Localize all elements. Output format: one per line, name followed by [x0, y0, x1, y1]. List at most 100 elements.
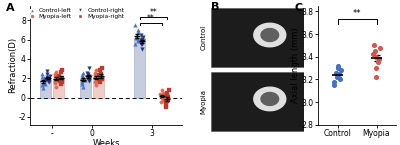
Point — [58, 81, 65, 83]
Point — [97, 81, 104, 83]
Point — [96, 68, 103, 71]
Point — [99, 67, 106, 69]
Point — [53, 76, 60, 78]
Point — [42, 83, 48, 85]
Point — [92, 77, 98, 79]
Point — [79, 77, 86, 79]
Point — [96, 74, 103, 77]
Bar — [40, 80, 51, 98]
Point — [44, 78, 50, 80]
Bar — [160, 97, 170, 98]
Point — [86, 67, 92, 69]
Point — [97, 79, 103, 81]
Point — [370, 53, 376, 56]
Point — [134, 29, 141, 31]
Point — [135, 39, 141, 42]
Point — [164, 94, 170, 96]
Point — [44, 69, 50, 72]
Point — [56, 75, 62, 78]
Point — [39, 73, 45, 76]
Point — [85, 78, 91, 80]
Point — [373, 67, 379, 69]
Point — [376, 47, 383, 49]
Point — [138, 43, 145, 46]
Point — [159, 89, 165, 91]
Point — [159, 96, 165, 98]
Point — [133, 37, 140, 39]
Point — [58, 78, 64, 80]
Point — [40, 77, 47, 79]
Point — [97, 76, 103, 78]
Polygon shape — [254, 87, 286, 111]
Polygon shape — [254, 23, 286, 47]
Point — [91, 81, 98, 83]
X-axis label: Weeks: Weeks — [92, 139, 120, 145]
Point — [84, 71, 90, 74]
Point — [52, 80, 58, 82]
Point — [85, 73, 91, 76]
Legend: Control-left, Myopia-left, Control-right, Myopia-right: Control-left, Myopia-left, Control-right… — [25, 8, 125, 20]
Text: B: B — [210, 2, 219, 12]
Point — [92, 74, 98, 77]
Point — [158, 96, 165, 99]
Point — [39, 76, 45, 78]
Point — [81, 79, 88, 81]
Point — [46, 81, 52, 83]
Point — [98, 73, 104, 76]
Point — [164, 92, 170, 94]
Point — [40, 87, 46, 89]
Point — [163, 104, 169, 107]
Point — [371, 44, 378, 47]
Point — [338, 69, 344, 71]
Point — [45, 80, 51, 82]
Point — [92, 68, 99, 71]
Point — [79, 81, 85, 83]
Point — [93, 84, 100, 86]
Point — [335, 67, 341, 69]
Point — [138, 40, 145, 43]
Point — [140, 36, 146, 38]
Point — [80, 71, 86, 74]
Point — [331, 80, 337, 83]
Point — [94, 80, 100, 82]
Y-axis label: Refraction(D): Refraction(D) — [8, 37, 17, 93]
Text: A: A — [6, 3, 14, 13]
Point — [80, 78, 87, 80]
Y-axis label: Axial length (mm): Axial length (mm) — [291, 27, 300, 103]
Point — [53, 70, 59, 73]
Point — [43, 78, 50, 80]
Point — [162, 101, 169, 104]
Point — [46, 79, 52, 81]
Point — [56, 76, 63, 78]
Point — [159, 94, 165, 96]
Point — [334, 76, 340, 78]
Point — [138, 34, 144, 36]
Bar — [134, 38, 145, 98]
Bar — [80, 78, 91, 98]
Point — [139, 48, 146, 50]
Text: **: ** — [150, 8, 157, 17]
Point — [86, 76, 93, 78]
Point — [157, 93, 164, 95]
Text: **: ** — [147, 14, 155, 23]
Point — [52, 75, 58, 78]
Point — [163, 106, 170, 108]
Text: C: C — [294, 3, 303, 13]
Point — [138, 38, 144, 41]
Point — [41, 79, 48, 81]
Point — [79, 86, 86, 88]
Point — [165, 89, 172, 91]
Point — [52, 82, 58, 84]
Point — [56, 80, 63, 82]
Point — [132, 36, 139, 38]
Polygon shape — [261, 93, 278, 105]
Point — [44, 76, 50, 78]
Point — [376, 58, 382, 60]
Point — [336, 78, 343, 81]
Point — [132, 24, 139, 26]
Point — [334, 65, 341, 67]
Point — [336, 73, 342, 75]
Point — [92, 71, 98, 74]
Point — [84, 76, 90, 78]
Point — [164, 98, 171, 101]
